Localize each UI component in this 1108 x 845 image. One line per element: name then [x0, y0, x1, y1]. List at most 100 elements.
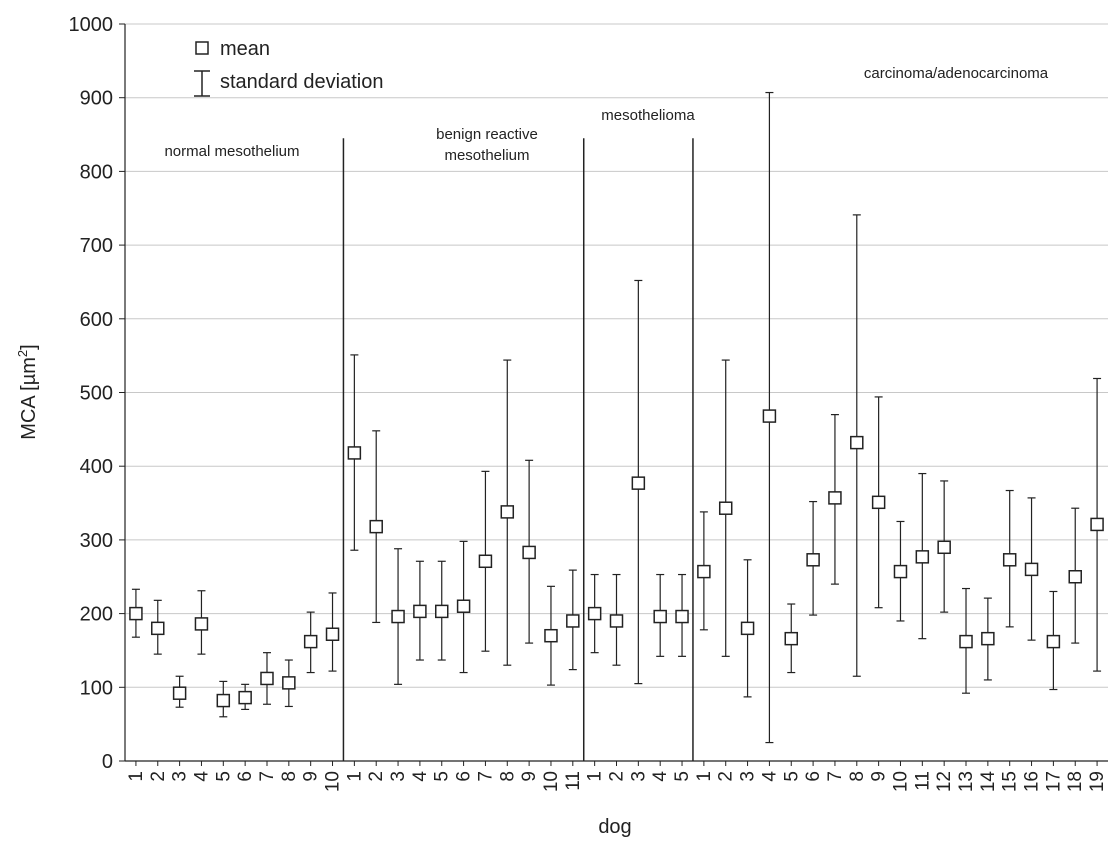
x-tick-label: 3 — [738, 771, 759, 782]
mean-markers — [129, 409, 1104, 708]
mean-marker — [762, 409, 777, 423]
mean-marker — [631, 476, 646, 490]
mean-marker — [1024, 562, 1039, 577]
x-tick-label: 19 — [1087, 771, 1108, 792]
mean-marker — [500, 505, 515, 519]
x-tick-label: 3 — [628, 771, 649, 782]
x-tick-label: 15 — [1000, 771, 1021, 792]
mean-marker — [1046, 634, 1061, 649]
mean-marker — [566, 614, 580, 628]
mean-marker — [1002, 553, 1017, 567]
x-tick-label: 8 — [279, 771, 300, 782]
x-tick-label: 7 — [825, 771, 846, 782]
x-tick-label: 9 — [519, 771, 540, 782]
gridlines — [125, 23, 1108, 688]
y-tick-label: 1000 — [69, 14, 114, 36]
mean-marker — [172, 686, 187, 700]
legend-mean-label: mean — [220, 38, 270, 60]
x-tick-label: 10 — [890, 771, 911, 792]
x-tick-label: 17 — [1043, 771, 1064, 792]
y-tick-label: 200 — [80, 604, 113, 626]
mean-marker — [151, 621, 165, 636]
mean-marker — [282, 676, 296, 690]
group-labels: normal mesothelium benign reactive mesothe… — [164, 65, 1048, 164]
mean-marker — [456, 599, 471, 613]
mean-marker — [981, 631, 995, 646]
x-tick-label: 9 — [869, 771, 890, 782]
group-label: mesothelioma — [601, 107, 695, 124]
x-tick-label: 12 — [934, 771, 955, 792]
x-tick-label: 11 — [563, 771, 584, 791]
x-tick-label: 13 — [956, 771, 977, 792]
x-tick-label: 6 — [235, 771, 256, 782]
y-tick-label: 500 — [80, 383, 113, 405]
x-tick-labels: 1 2 3 4 5 6 7 8 9 10 1 2 3 4 5 6 7 8 9 10 11 1 2 3 4 5 1 2 3 4 5 6 7 8 9 10… — [126, 771, 1108, 793]
y-tick-label: 100 — [80, 677, 113, 699]
mean-marker — [871, 495, 886, 510]
x-tick-label: 7 — [475, 771, 496, 782]
mean-marker — [937, 540, 951, 555]
x-tick-label: 5 — [672, 771, 693, 782]
mean-marker — [391, 609, 405, 624]
x-tick-label: 6 — [803, 771, 824, 782]
legend-sd-marker — [194, 70, 210, 97]
x-tick-label: 3 — [388, 771, 409, 782]
x-tick-label: 11 — [912, 771, 933, 791]
mean-marker — [915, 550, 930, 564]
mean-marker — [434, 604, 449, 619]
x-tick-label: 8 — [497, 771, 518, 782]
y-tick-label: 400 — [80, 456, 113, 478]
mean-marker — [740, 621, 755, 636]
x-tick-label: 2 — [607, 771, 628, 782]
mean-marker — [1068, 570, 1082, 584]
mean-marker — [216, 693, 231, 708]
mean-marker — [893, 564, 908, 579]
mean-marker — [1090, 517, 1104, 532]
mean-marker — [194, 617, 209, 631]
y-tick-label: 900 — [80, 88, 113, 110]
mean-marker — [828, 491, 842, 505]
mean-marker — [522, 545, 536, 560]
x-tick-label: 1 — [344, 771, 365, 782]
x-tick-label: 10 — [541, 771, 562, 792]
x-tick-label: 5 — [432, 771, 453, 782]
mean-marker — [347, 446, 362, 460]
x-tick-label: 1 — [585, 771, 606, 782]
x-tick-label: 3 — [170, 771, 191, 782]
x-tick-label: 9 — [301, 771, 322, 782]
y-axis-label: MCA [µm2] — [15, 344, 40, 439]
mean-marker — [129, 606, 143, 621]
mean-marker — [959, 634, 973, 649]
x-tick-label: 8 — [847, 771, 868, 782]
y-tick-labels: 0 100 200 300 400 500 600 700 800 900 1000 — [69, 14, 114, 773]
x-axis-label: dog — [598, 816, 631, 838]
mean-marker — [718, 501, 733, 515]
x-tick-label: 4 — [191, 771, 212, 782]
mean-marker — [325, 627, 340, 641]
y-tick-label: 600 — [80, 309, 113, 331]
mean-marker — [544, 628, 558, 643]
y-tick-label: 800 — [80, 161, 113, 183]
x-tick-label: 18 — [1065, 771, 1086, 792]
mean-marker — [850, 435, 864, 450]
mean-marker — [587, 606, 602, 621]
legend-mean-marker — [195, 41, 209, 55]
mean-marker — [697, 564, 711, 579]
mean-marker — [413, 604, 427, 619]
legend-sd-label: standard deviation — [220, 71, 383, 93]
mean-marker — [653, 609, 667, 624]
axes — [119, 23, 1108, 766]
mean-marker — [369, 519, 383, 534]
x-tick-label: 4 — [650, 771, 671, 782]
x-tick-label: 6 — [454, 771, 475, 782]
mean-marker — [260, 671, 274, 686]
mean-marker — [806, 553, 820, 567]
x-tick-label: 2 — [716, 771, 737, 782]
x-tick-label: 1 — [126, 771, 147, 782]
x-tick-label: 2 — [148, 771, 169, 782]
group-label: carcinoma/adenocarcinoma — [864, 65, 1049, 82]
group-label: benign reactive mesothelium — [436, 126, 538, 164]
x-tick-label: 10 — [323, 771, 344, 792]
mean-marker — [675, 609, 689, 624]
